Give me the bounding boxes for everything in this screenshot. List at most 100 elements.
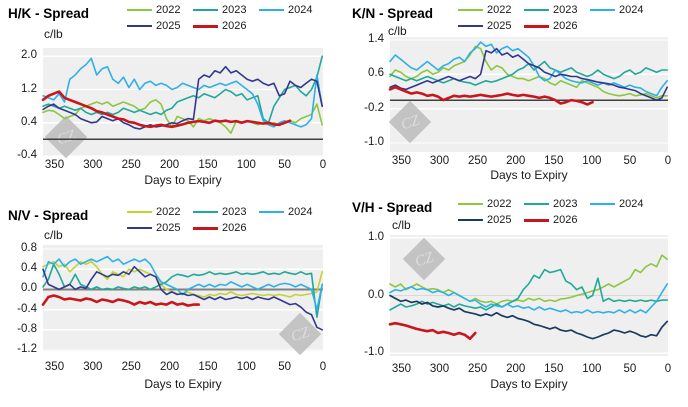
plot-area-k: CZ bbox=[388, 37, 669, 152]
legend-line-swatch bbox=[127, 227, 152, 229]
watermark-diamond bbox=[388, 100, 432, 144]
legend-line-swatch bbox=[127, 211, 152, 213]
legend-line-swatch bbox=[127, 9, 152, 11]
plot-area-n: CZ bbox=[41, 245, 324, 356]
watermark-text: CZ bbox=[399, 112, 422, 133]
y-axis-tick-label: 1.2 bbox=[21, 82, 37, 95]
y-axis-tick-label: -0.4 bbox=[17, 302, 37, 315]
legend-item-2024: 2024 bbox=[259, 4, 312, 16]
legend-item-2023: 2023 bbox=[193, 206, 246, 218]
x-axis-tick-label: 100 bbox=[582, 363, 602, 375]
series-line-2025 bbox=[389, 294, 669, 340]
legend-line-swatch bbox=[127, 25, 152, 27]
legend-label: 2026 bbox=[553, 20, 578, 32]
y-axis-tick-label: 0.4 bbox=[21, 262, 37, 275]
y-axis-tick-label: 0.4 bbox=[21, 115, 37, 128]
series-line-2025 bbox=[42, 265, 324, 331]
x-axis-tick-label: 0 bbox=[664, 363, 672, 375]
legend-label: 2022 bbox=[156, 206, 181, 218]
legend-item-2023: 2023 bbox=[524, 198, 577, 210]
x-axis-tick-label: 50 bbox=[278, 159, 292, 171]
legend-label: 2022 bbox=[156, 4, 181, 16]
x-axis-tick-label: 350 bbox=[44, 361, 65, 373]
chart-title: V/H - Spread bbox=[352, 200, 433, 215]
series-line-2026 bbox=[41, 294, 200, 307]
legend-label: 2024 bbox=[288, 4, 313, 16]
legend-item-2026: 2026 bbox=[524, 214, 577, 226]
y-axis-unit-label: c/lb bbox=[388, 24, 407, 38]
y-axis-tick-label: 1.0 bbox=[368, 230, 384, 243]
y-axis-tick-label: -0.8 bbox=[17, 322, 37, 335]
x-axis-tick-label: 150 bbox=[198, 159, 218, 171]
x-axis-title: Days to Expiry bbox=[144, 173, 222, 187]
legend-label: 2023 bbox=[222, 4, 247, 16]
y-axis-tick-label: -1.2 bbox=[17, 342, 37, 355]
legend-label: 2023 bbox=[553, 198, 578, 210]
legend-label: 2025 bbox=[487, 214, 512, 226]
legend-item-2026: 2026 bbox=[524, 20, 577, 32]
legend-label: 2024 bbox=[619, 4, 644, 16]
y-axis-unit-label: c/lb bbox=[44, 228, 63, 242]
watermark-diamond bbox=[402, 237, 446, 281]
legend-line-swatch bbox=[524, 24, 549, 28]
legend-label: 2023 bbox=[222, 206, 247, 218]
legend-item-2025: 2025 bbox=[127, 20, 180, 32]
x-axis-title: Days to Expiry bbox=[144, 377, 222, 391]
x-axis-tick-label: 200 bbox=[506, 363, 526, 375]
x-axis-tick-label: 300 bbox=[429, 155, 450, 167]
series-line-2026 bbox=[388, 321, 477, 340]
series-line-2024 bbox=[42, 255, 324, 311]
legend-label: 2022 bbox=[487, 198, 512, 210]
y-axis-tick-label: 0.0 bbox=[368, 288, 384, 301]
x-axis-tick-label: 300 bbox=[83, 361, 103, 373]
legend-label: 2025 bbox=[156, 222, 181, 234]
legend-item-2022: 2022 bbox=[458, 4, 511, 16]
legend-item-2023: 2023 bbox=[524, 4, 577, 16]
series-line-2022 bbox=[389, 45, 669, 99]
y-axis-tick-label: 0.0 bbox=[21, 282, 37, 295]
x-axis-tick-label: 300 bbox=[83, 159, 103, 171]
legend-item-2025: 2025 bbox=[127, 222, 180, 234]
legend-line-swatch bbox=[259, 9, 284, 11]
x-axis-tick-label: 150 bbox=[544, 363, 564, 375]
series-line-2026 bbox=[41, 90, 292, 129]
x-axis-tick-label: 50 bbox=[278, 361, 292, 373]
legend-label: 2026 bbox=[222, 20, 247, 32]
watermark-diamond bbox=[278, 312, 322, 356]
legend-line-swatch bbox=[524, 203, 549, 205]
series-line-2025 bbox=[42, 65, 324, 130]
series-line-2025 bbox=[389, 47, 669, 101]
series-line-2023 bbox=[389, 268, 669, 311]
y-axis-tick-label: 2.0 bbox=[21, 49, 37, 62]
legend-item-2026: 2026 bbox=[193, 222, 246, 234]
series-line-2024 bbox=[389, 41, 669, 97]
plot-background bbox=[390, 37, 668, 152]
series-line-2024 bbox=[389, 283, 669, 314]
y-axis-unit-label: c/lb bbox=[44, 27, 63, 41]
x-axis-tick-label: 350 bbox=[391, 363, 412, 375]
legend-line-swatch bbox=[193, 211, 218, 213]
series-line-2023 bbox=[42, 55, 324, 124]
legend-item-2024: 2024 bbox=[590, 4, 643, 16]
x-axis-tick-label: 200 bbox=[506, 155, 526, 167]
x-axis-title: Days to Expiry bbox=[490, 168, 568, 182]
series-line-2022 bbox=[389, 254, 669, 305]
x-axis-tick-label: 100 bbox=[236, 361, 256, 373]
chart-title: N/V - Spread bbox=[8, 208, 89, 223]
watermark-text: CZ bbox=[55, 127, 78, 148]
y-axis-tick-label: -0.2 bbox=[364, 101, 384, 114]
legend-line-swatch bbox=[458, 203, 483, 205]
series-line-2026 bbox=[388, 85, 594, 106]
x-axis-tick-label: 350 bbox=[44, 159, 65, 171]
y-axis-tick-label: -1.0 bbox=[364, 346, 384, 359]
legend-line-swatch bbox=[524, 218, 549, 222]
x-axis-tick-label: 50 bbox=[623, 155, 637, 167]
plot-area-h: CZ bbox=[41, 48, 324, 159]
legend-line-swatch bbox=[193, 24, 218, 28]
legend-label: 2026 bbox=[222, 222, 247, 234]
legend-line-swatch bbox=[193, 9, 218, 11]
plot-area-v: CZ bbox=[388, 235, 669, 356]
legend-line-swatch bbox=[590, 9, 615, 11]
legend-item-2025: 2025 bbox=[458, 20, 511, 32]
